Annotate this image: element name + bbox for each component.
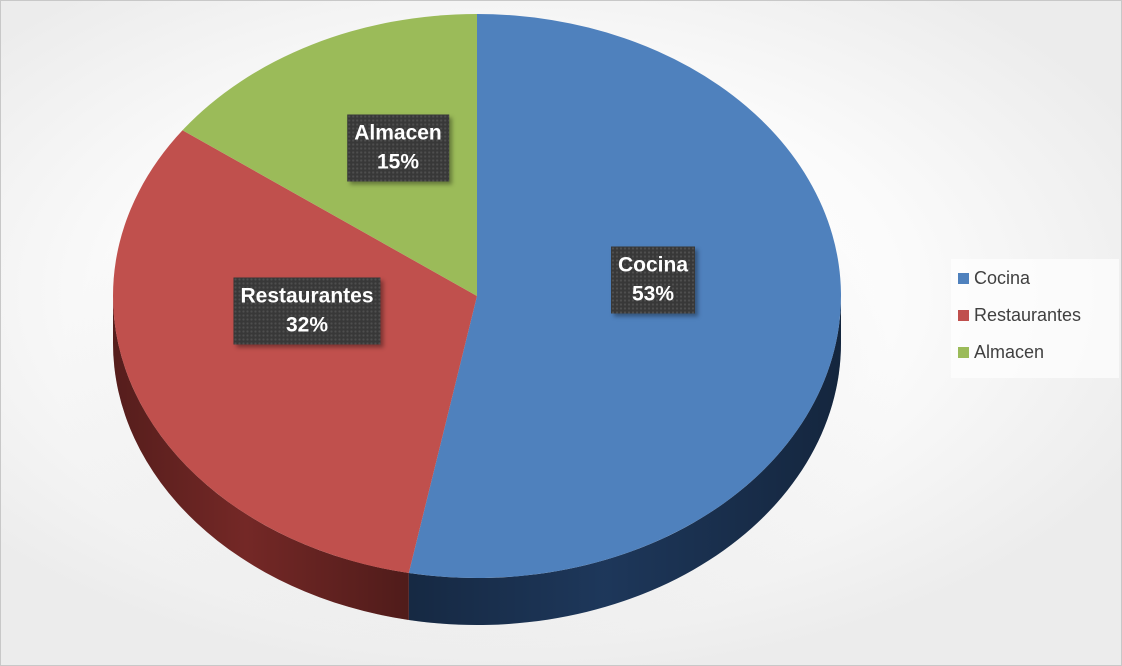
legend-label-cocina: Cocina: [974, 267, 1031, 288]
legend-label-almacen: Almacen: [974, 341, 1045, 362]
pie-side-walls: [113, 296, 841, 625]
legend-label-restaurantes: Restaurantes: [974, 304, 1082, 325]
data-label-restaurantes-value: 32%: [285, 313, 329, 337]
data-label-cocina-name: Cocina: [617, 253, 689, 277]
legend: Cocina Restaurantes Almacen: [951, 259, 1119, 378]
data-label-restaurantes: Restaurantes 32%: [233, 277, 381, 345]
legend-swatch-restaurantes: [958, 309, 969, 321]
legend-swatch-almacen: [958, 346, 969, 358]
slice-side-shade-restaurantes: [113, 296, 409, 621]
legend-item-cocina: Cocina: [958, 267, 1119, 289]
data-label-almacen-name: Almacen: [354, 121, 442, 145]
slice-restaurantes: [112, 130, 477, 574]
data-label-almacen: Almacen 15%: [347, 114, 449, 182]
pie-slices: [112, 14, 841, 578]
data-label-cocina-value: 53%: [631, 282, 675, 306]
data-label-almacen-value: 15%: [376, 150, 420, 174]
data-label-cocina: Cocina 53%: [610, 246, 696, 314]
legend-item-almacen: Almacen: [958, 341, 1119, 363]
slice-side-shade-cocina: [408, 296, 841, 625]
legend-item-restaurantes: Restaurantes: [958, 304, 1119, 326]
legend-swatch-cocina: [958, 272, 969, 284]
data-label-restaurantes-name: Restaurantes: [240, 284, 374, 308]
slice-almacen: [182, 14, 477, 296]
